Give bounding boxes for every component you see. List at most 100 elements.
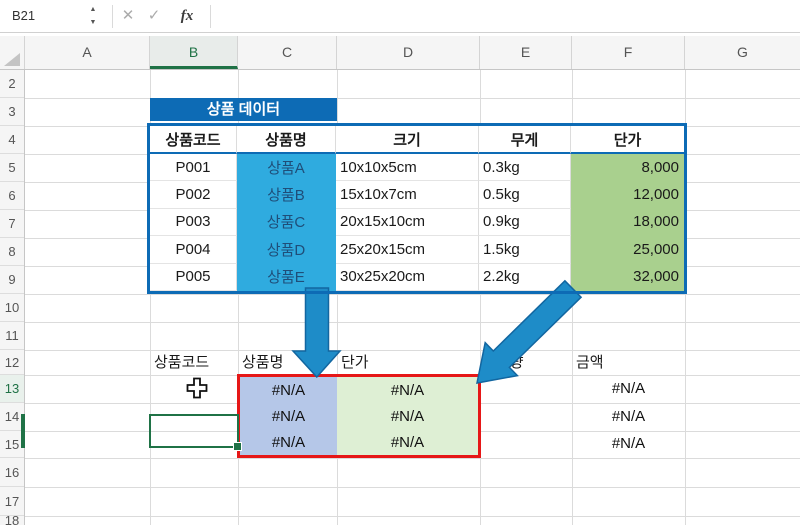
gridline [25, 516, 800, 517]
cell-size[interactable]: 20x15x10cm [336, 208, 479, 237]
row-header-11[interactable]: 11 [0, 322, 24, 350]
column-header-strip: A B C D E F G [0, 36, 800, 70]
row-header-strip [0, 70, 25, 525]
gridline [25, 458, 800, 459]
gridline [150, 70, 151, 525]
cell-weight[interactable]: 0.5kg [479, 181, 571, 209]
column-header-A[interactable]: A [25, 36, 150, 69]
gridline [238, 70, 239, 525]
cell-code[interactable]: P001 [150, 154, 237, 182]
cell-size[interactable]: 15x10x7cm [336, 181, 479, 209]
formula-input[interactable] [211, 0, 800, 32]
row-header-7[interactable]: 7 [0, 210, 24, 238]
row-header-10[interactable]: 10 [0, 294, 24, 322]
fill-handle[interactable] [233, 442, 242, 451]
row-header-16[interactable]: 16 [0, 458, 24, 487]
cell-na[interactable]: #N/A [337, 403, 478, 429]
row-header-3[interactable]: 3 [0, 98, 24, 126]
divider [112, 5, 113, 28]
lookup-header-price[interactable]: 단가 [341, 354, 369, 371]
cell-size[interactable]: 30x25x20cm [336, 263, 479, 291]
lookup-header-qty[interactable]: 수량 [496, 354, 524, 371]
cell-price[interactable]: 12,000 [571, 181, 684, 209]
cell-name[interactable]: 상품A [237, 154, 336, 182]
cell-na[interactable]: #N/A [240, 377, 337, 403]
cell-weight[interactable]: 0.9kg [479, 208, 571, 237]
row-header-9[interactable]: 9 [0, 266, 24, 294]
cell-name[interactable]: 상품B [237, 181, 336, 209]
cell-price[interactable]: 8,000 [571, 154, 684, 182]
name-box-spinner[interactable]: ▲ ▼ [85, 3, 101, 29]
name-box[interactable]: B21 [12, 8, 36, 23]
row-header-12[interactable]: 12 [0, 350, 24, 375]
lookup-header-name[interactable]: 상품명 [242, 354, 284, 371]
row-header-4[interactable]: 4 [0, 126, 24, 154]
lookup-error-range: #N/A #N/A #N/A #N/A #N/A #N/A [237, 374, 481, 458]
cell-weight[interactable]: 0.3kg [479, 154, 571, 182]
cell-name[interactable]: 상품C [237, 208, 336, 237]
cell-weight[interactable]: 2.2kg [479, 263, 571, 291]
header-cell[interactable]: 상품코드 [150, 126, 237, 154]
spin-up-icon[interactable]: ▲ [89, 6, 97, 13]
product-table: 상품코드 상품명 크기 무게 단가 P001 상품A 10x10x5cm 0.3… [147, 123, 687, 294]
header-cell[interactable]: 무게 [479, 126, 571, 154]
row-header-5[interactable]: 5 [0, 154, 24, 182]
cell-na[interactable]: #N/A [337, 429, 478, 455]
cell-code[interactable]: P002 [150, 181, 237, 209]
table-title-cell[interactable]: 상품 데이터 [150, 98, 337, 121]
row-header-2[interactable]: 2 [0, 70, 24, 98]
cell-na[interactable]: #N/A [240, 403, 337, 429]
row-header-8[interactable]: 8 [0, 238, 24, 266]
cell-na[interactable]: #N/A [611, 380, 646, 397]
spin-down-icon[interactable]: ▼ [89, 19, 97, 26]
cell-price[interactable]: 32,000 [571, 263, 684, 291]
gridline [25, 294, 800, 295]
lookup-header-code[interactable]: 상품코드 [154, 354, 210, 371]
row-header-6[interactable]: 6 [0, 182, 24, 210]
select-all-corner[interactable] [0, 36, 25, 69]
cell-cursor-icon [186, 377, 208, 399]
gridline [25, 322, 800, 323]
header-cell[interactable]: 상품명 [237, 126, 336, 154]
column-header-D[interactable]: D [337, 36, 480, 69]
column-header-E[interactable]: E [480, 36, 572, 69]
diagonal-arrow-icon [476, 279, 583, 384]
lookup-header-amount[interactable]: 금액 [576, 354, 604, 371]
row-header-17[interactable]: 17 [0, 487, 24, 516]
fx-icon[interactable]: fx [180, 8, 194, 24]
gridline [25, 487, 800, 488]
gridline [685, 70, 686, 525]
down-arrow-icon [291, 287, 342, 379]
row-header-14[interactable]: 14 [0, 403, 24, 431]
cell-code[interactable]: P003 [150, 208, 237, 237]
column-header-G[interactable]: G [737, 44, 748, 60]
cell-na[interactable]: #N/A [611, 408, 646, 425]
cell-size[interactable]: 25x20x15cm [336, 236, 479, 264]
gridline [25, 350, 800, 351]
select-all-triangle-icon [4, 53, 20, 66]
cell-na[interactable]: #N/A [240, 429, 337, 455]
column-header-C[interactable]: C [238, 36, 337, 69]
cancel-icon[interactable]: ✕ [121, 7, 135, 24]
row-header-13[interactable]: 13 [0, 375, 24, 403]
cell-selection-box[interactable] [149, 414, 242, 451]
row-header-18[interactable]: 18 [4, 516, 20, 525]
confirm-icon[interactable]: ✓ [147, 7, 161, 24]
header-cell[interactable]: 단가 [571, 126, 684, 154]
column-header-F[interactable]: F [572, 36, 685, 69]
gridline [25, 98, 800, 99]
cell-code[interactable]: P004 [150, 236, 237, 264]
cell-name[interactable]: 상품D [237, 236, 336, 264]
cell-weight[interactable]: 1.5kg [479, 236, 571, 264]
cell-price[interactable]: 18,000 [571, 208, 684, 237]
header-cell[interactable]: 크기 [336, 126, 479, 154]
column-header-B[interactable]: B [150, 36, 238, 69]
cell-size[interactable]: 10x10x5cm [336, 154, 479, 182]
cell-na[interactable]: #N/A [337, 377, 478, 403]
cell-price[interactable]: 25,000 [571, 236, 684, 264]
cell-na[interactable]: #N/A [611, 435, 646, 452]
row-header-15[interactable]: 15 [0, 431, 24, 458]
cell-code[interactable]: P005 [150, 263, 237, 291]
cell-name[interactable]: 상품E [237, 263, 336, 291]
